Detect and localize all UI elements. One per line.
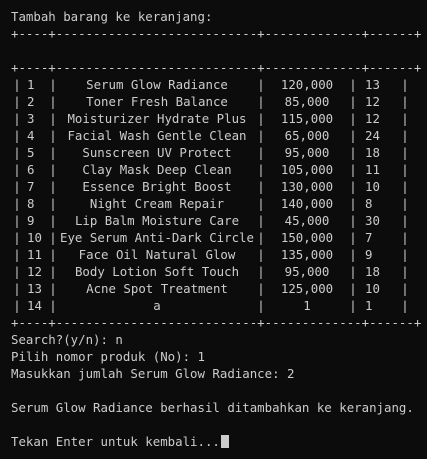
blank-line [11,382,427,399]
cell-no: 13 [27,281,42,296]
cell-price: 130,000 [280,179,334,194]
cell-product-name: Serum Glow Radiance [86,77,228,92]
enter-prompt[interactable]: Tekan Enter untuk kembali... [11,433,427,450]
cell-product-name: Night Cream Repair [89,196,225,211]
cell-product-name: Acne Spot Treatment [86,281,228,296]
cell-product-name: Essence Bright Boost [82,179,232,194]
cell-product-name: Facial Wash Gentle Clean [67,128,247,143]
table-row: | 14 | a | 1 | 1 | [13,298,409,313]
cell-price: 65,000 [284,128,330,143]
cell-stock: 18 [365,264,380,279]
cell-no: 5 [27,145,35,160]
cell-no: 7 [27,179,35,194]
table-row: | 1 | Serum Glow Radiance | 120,000 | 13 | [13,77,409,92]
table-row: | 10 | Eye Serum Anti-Dark Circle | 150,000 | 7… [13,230,409,245]
cell-stock: 1 [365,298,373,313]
table-body: | 1 | Serum Glow Radiance | 120,000 | 13 | | 2 | Ton… [11,76,427,314]
cell-no: 11 [27,247,42,262]
cell-price: 95,000 [284,145,330,160]
enter-prompt-text: Tekan Enter untuk kembali... [11,434,220,449]
cell-stock: 10 [365,179,380,194]
table-row: | 2 | Toner Fresh Balance | 85,000 | 12 | [13,94,409,109]
cell-no: 12 [27,264,42,279]
cell-price: 85,000 [284,94,330,109]
cell-stock: 12 [365,94,380,109]
table-row: | 5 | Sunscreen UV Protect | 95,000 | 18 | [13,145,409,160]
cell-stock: 9 [365,247,373,262]
cell-product-name: Body Lotion Soft Touch [74,264,240,279]
cell-stock: 8 [365,196,373,211]
cell-no: 9 [27,213,35,228]
cell-product-name: Moisturizer Hydrate Plus [67,111,247,126]
cell-stock: 12 [365,111,380,126]
cell-price: 125,000 [280,281,334,296]
cell-product-name: Eye Serum Anti-Dark Circle [60,230,254,245]
cell-stock: 30 [365,213,380,228]
cell-stock: 24 [365,128,380,143]
text-cursor [220,435,229,448]
cell-product-name: Clay Mask Deep Clean [82,162,232,177]
table-border-top: +----+---------------------------+------… [11,26,422,41]
quantity-prompt: Masukkan jumlah Serum Glow Radiance: 2 [11,366,295,381]
table-border-bottom: +----+---------------------------+------… [11,315,422,330]
table-row: | 3 | Moisturizer Hydrate Plus | 115,000 | 12 | [13,111,409,126]
choose-prompt: Pilih nomor produk (No): 1 [11,349,205,364]
cell-no: 8 [27,196,35,211]
cell-no: 3 [27,111,35,126]
cell-product-name: Toner Fresh Balance [86,94,228,109]
table-border-mid: +----+---------------------------+------… [11,60,422,75]
cell-stock: 11 [365,162,380,177]
blank-line [11,416,427,433]
cell-no: 14 [27,298,42,313]
cell-price: 105,000 [280,162,334,177]
cell-no: 1 [27,77,35,92]
search-prompt: Search?(y/n): n [11,332,123,347]
table-row: | 7 | Essence Bright Boost | 130,000 | 10 | [13,179,409,194]
cell-stock: 13 [365,77,380,92]
cell-price: 140,000 [280,196,334,211]
table-header-row: |No|Nama Produk|Harga (Rp)|Stok| [11,42,427,59]
cell-price: 95,000 [284,264,330,279]
table-row: | 6 | Clay Mask Deep Clean | 105,000 | 11 | [13,162,409,177]
cell-price: 120,000 [280,77,334,92]
table-row: | 12 | Body Lotion Soft Touch | 95,000 | 18 | [13,264,409,279]
cell-stock: 10 [365,281,380,296]
cell-stock: 7 [365,230,373,245]
cell-no: 2 [27,94,35,109]
table-row: | 8 | Night Cream Repair | 140,000 | 8 | [13,196,409,211]
success-message: Serum Glow Radiance berhasil ditambahkan… [11,400,414,415]
cell-price: 150,000 [280,230,334,245]
table-row: | 4 | Facial Wash Gentle Clean | 65,000 | 24 | [13,128,409,143]
cell-price: 45,000 [284,213,330,228]
cell-no: 10 [27,230,42,245]
table-row: | 13 | Acne Spot Treatment | 125,000 | 10 | [13,281,409,296]
cell-product-name: Sunscreen UV Protect [82,145,232,160]
cell-no: 4 [27,128,35,143]
cell-product-name: Face Oil Natural Glow [78,247,236,262]
cell-no: 6 [27,162,35,177]
cell-price: 135,000 [280,247,334,262]
cell-stock: 18 [365,145,380,160]
cell-price: 115,000 [280,111,334,126]
cell-product-name: a [153,298,161,313]
table-row: | 9 | Lip Balm Moisture Care | 45,000 | 30 | [13,213,409,228]
table-row: | 11 | Face Oil Natural Glow | 135,000 | 9 | [13,247,409,262]
cell-price: 1 [303,298,311,313]
heading-text: Tambah barang ke keranjang: [11,9,213,24]
cell-product-name: Lip Balm Moisture Care [74,213,240,228]
